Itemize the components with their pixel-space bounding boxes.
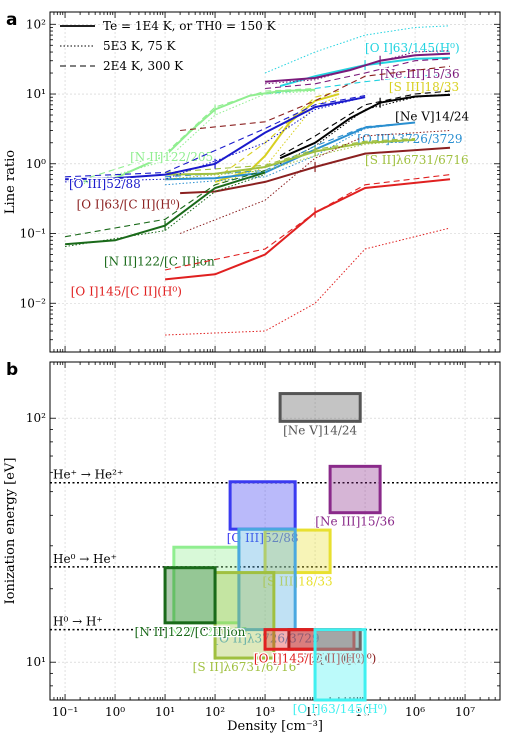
box-1-label: [O III]52/88	[227, 531, 299, 545]
box-5-label: [O II]λ3726/3729	[214, 632, 319, 646]
panel-a-ytick-label: 10⁻¹	[20, 227, 46, 241]
box-4-label: [S III]18/33	[262, 575, 332, 589]
panel-a-letter: a	[6, 10, 17, 30]
panel-a-line-ratio-chart: 10⁻² 10⁻¹ 10⁰ 10¹ 10² Line ratio [O I]63/145(H…	[3, 11, 501, 353]
series-1-solid-line	[265, 52, 451, 83]
series-3-label: [Ne V]14/24	[395, 109, 469, 123]
panel-b-xtick-label: 10³	[255, 705, 275, 719]
box-7	[163, 566, 217, 625]
box-9-label: [O I]145/[C II](H⁰)	[254, 651, 365, 665]
panel-b-xtick-label: 10²	[205, 705, 225, 719]
series-0-dotted-line	[264, 25, 451, 74]
series-9-dotted-line	[65, 174, 266, 248]
series-2-solid-line	[214, 93, 340, 183]
series-7-dashed-line	[65, 95, 366, 178]
box-9	[263, 628, 356, 651]
series-7-dotted-line	[65, 96, 366, 183]
series-4-solid-line	[165, 121, 416, 181]
series-0-label: [O I]63/145(H⁰)	[365, 41, 460, 55]
series-1-label: [Ne III]15/36	[380, 67, 460, 81]
series-4-label: [O II]λ3726/3729	[357, 132, 462, 146]
box-1	[228, 480, 297, 531]
legend-label-dashed: 2E4 K, 300 K	[103, 59, 184, 73]
panel-b-xtick-label: 10⁴	[305, 705, 325, 719]
series-5-label: [S II]λ6731/6716	[365, 153, 469, 167]
reference-line-label-0: He⁺ → He²⁺	[53, 468, 123, 482]
panel-b-xtick-label: 10⁷	[455, 705, 475, 719]
series-5-solid-line	[165, 138, 416, 176]
panel-b-ionization-chart: 10¹ 10² 10⁻¹ 10⁰ 10¹ 10² 10³ 10⁴ 10⁵ 10⁶ 10⁷ Densit…	[3, 361, 501, 734]
panel-a-y-axis-title: Line ratio	[3, 150, 18, 214]
series-8-label: [O I]63/[C II](H⁰)	[77, 197, 181, 211]
box-0-label: [Ne V]14/24	[283, 423, 357, 437]
series-1-dashed-line	[265, 58, 451, 90]
box-0	[278, 392, 362, 423]
box-4	[263, 528, 332, 575]
series-10-solid-line	[164, 178, 451, 281]
panel-b-x-axis-title: Density [cm⁻³]	[227, 719, 323, 734]
series-10-label: [O I]145/[C II](H⁰)	[71, 284, 182, 298]
panel-b-letter: b	[6, 360, 18, 380]
series-9-dashed-line	[65, 169, 266, 238]
panel-a-ytick-label: 10²	[26, 17, 46, 31]
panel-a-ytick-label: 10⁰	[26, 157, 46, 171]
series-7-label: [O III]52/88	[69, 177, 141, 191]
box-10-label: [O I]63/145(H⁰)	[293, 702, 388, 716]
box-8-label: [O I]63/[C II](H⁰)	[273, 651, 377, 665]
panel-b-xtick-label: 10⁵	[355, 705, 375, 719]
box-10	[313, 628, 367, 702]
panel-b-xtick-label: 10⁰	[105, 705, 125, 719]
panel-a-legend: Te = 1E4 K, or TH0 = 150 K 5E3 K, 75 K 2E4…	[60, 19, 277, 73]
legend-label-solid: Te = 1E4 K, or TH0 = 150 K	[103, 19, 277, 33]
series-6-solid-line	[79, 88, 316, 183]
panel-a-frame	[49, 11, 501, 353]
box-2-label: [Ne III]15/36	[315, 515, 395, 529]
panel-b-xtick-label: 10⁶	[405, 705, 425, 719]
box-3-label: [N II]122/205	[165, 625, 248, 639]
series-9-label: [N II]122/[C II]ion	[104, 254, 215, 268]
panel-b-frame	[49, 361, 501, 701]
series-8-dashed-line	[180, 65, 451, 132]
series-10-dotted-line	[165, 227, 451, 336]
series-3-dashed-line	[279, 90, 451, 157]
box-7-label: [N II]122/[C II]ion	[135, 625, 246, 639]
legend-label-dotted: 5E3 K, 75 K	[103, 39, 177, 53]
panel-b-ytick-label: 10²	[26, 411, 46, 425]
panel-b-xtick-label: 10¹	[155, 705, 175, 719]
panel-b-y-axis-title: Ionization energy [eV]	[3, 458, 18, 605]
panel-b-ytick-label: 10¹	[26, 655, 46, 669]
panel-a-ytick-label: 10⁻²	[20, 296, 47, 310]
panel-a-ytick-label: 10¹	[26, 87, 46, 101]
panel-b-xtick-label: 10⁻¹	[52, 705, 78, 719]
series-6-label: [N II]122/205	[130, 150, 213, 164]
box-6-label: [S II]λ6731/6716	[193, 660, 297, 674]
box-2	[328, 464, 382, 515]
reference-line-label-1: He⁰ → He⁺	[53, 552, 117, 566]
reference-line-label-2: H⁰ → H⁺	[53, 615, 103, 629]
series-3-solid-line	[279, 93, 451, 160]
series-8-dotted-line	[179, 130, 451, 234]
series-2-label: [S III]18/33	[389, 80, 459, 94]
